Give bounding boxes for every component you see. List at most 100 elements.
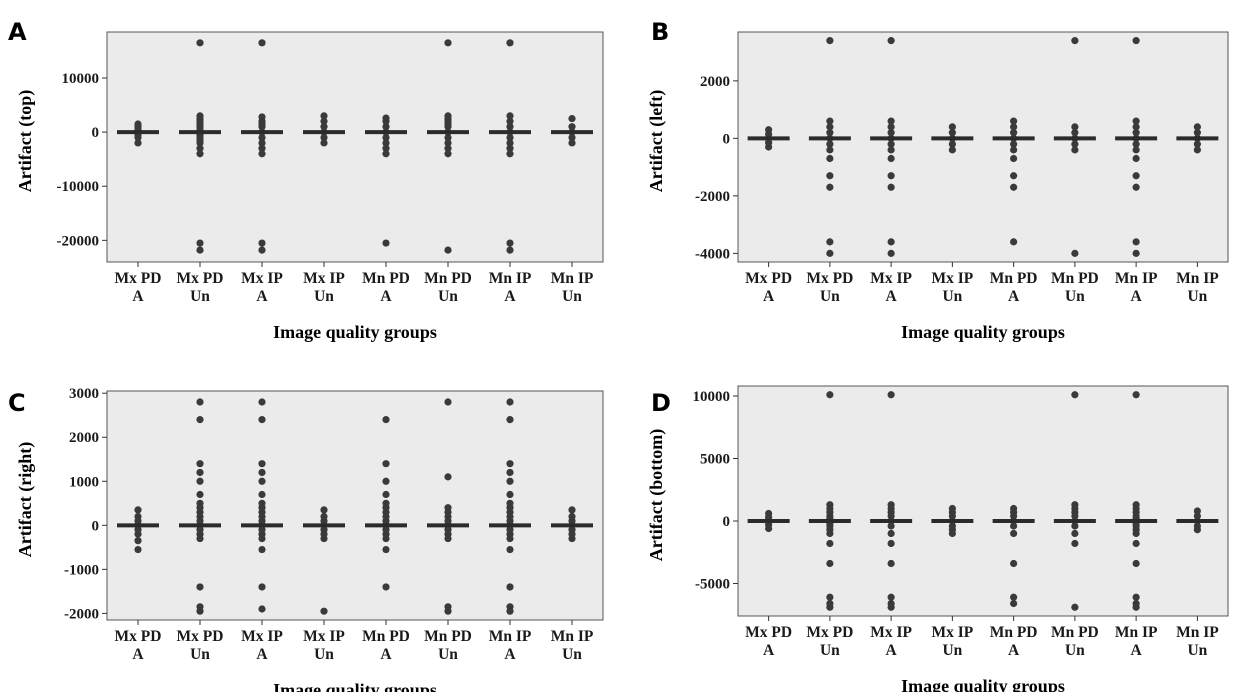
data-point	[444, 246, 452, 254]
x-tick-label-line2: Un	[820, 642, 840, 659]
x-tick-label-line2: Un	[438, 288, 458, 305]
data-point	[196, 477, 204, 485]
data-point	[887, 603, 895, 611]
x-tick-label-line2: A	[886, 288, 898, 305]
panel-letter: B	[651, 18, 669, 46]
data-point	[1010, 238, 1018, 246]
x-tick-label-line2: Un	[1187, 288, 1207, 305]
data-point	[196, 39, 204, 47]
data-point	[444, 473, 452, 481]
x-tick-label-line1: Mn IP	[489, 270, 532, 287]
data-point	[320, 607, 328, 615]
data-point	[320, 133, 328, 142]
data-point	[506, 117, 514, 125]
data-point	[1010, 593, 1018, 601]
data-point	[887, 154, 895, 163]
data-point	[196, 607, 204, 615]
data-point	[1132, 603, 1140, 611]
data-point	[444, 607, 452, 615]
plot-area	[737, 31, 1229, 263]
x-tick-label: Mx PD Un	[177, 628, 224, 663]
data-point	[887, 249, 895, 257]
data-point	[568, 133, 576, 142]
x-tick-label-line2: Un	[438, 646, 458, 663]
data-point	[1071, 603, 1079, 611]
data-point	[196, 534, 204, 543]
x-tick-label-line1: Mx IP	[870, 624, 912, 641]
data-point	[382, 239, 390, 247]
y-tick-label: 2000	[700, 74, 730, 90]
data-point	[506, 534, 514, 543]
x-tick-label: Mn PD A	[990, 270, 1038, 305]
y-tick-label: -5000	[695, 577, 730, 593]
x-axis-title: Image quality groups	[901, 322, 1065, 342]
y-tick-label: 1000	[69, 474, 99, 490]
data-point	[506, 607, 514, 615]
x-tick-label-line1: Mn PD	[990, 270, 1038, 287]
y-tick-label: -10000	[57, 179, 100, 195]
data-point	[196, 398, 204, 406]
data-point	[196, 150, 204, 158]
data-point	[506, 477, 514, 485]
data-point	[382, 545, 390, 554]
x-tick-label: Mx IP A	[870, 270, 912, 305]
data-point	[826, 154, 834, 163]
x-tick-label: Mx IP Un	[303, 270, 345, 305]
data-point	[1010, 559, 1018, 568]
y-tick-label: 5000	[700, 452, 730, 468]
y-tick-label: 0	[92, 125, 100, 141]
x-tick-label-line2: A	[504, 288, 516, 305]
x-tick-label: Mx PD A	[115, 628, 162, 663]
data-point	[258, 139, 266, 147]
data-point	[1193, 129, 1201, 137]
x-tick-label-line1: Mn PD	[362, 628, 410, 645]
x-tick-label-line1: Mn IP	[1115, 270, 1158, 287]
x-tick-label-line1: Mn PD	[990, 624, 1038, 641]
data-point	[196, 583, 204, 591]
data-point	[887, 529, 895, 538]
data-point	[506, 239, 514, 247]
data-point	[1071, 140, 1079, 148]
data-point	[568, 123, 576, 131]
plot-area	[106, 390, 604, 621]
data-point	[887, 593, 895, 601]
x-tick-label: Mx PD A	[745, 624, 792, 659]
data-point	[1010, 529, 1018, 538]
data-point	[506, 139, 514, 147]
data-point	[1132, 539, 1140, 548]
x-tick-label: Mx IP Un	[931, 270, 973, 305]
data-point	[887, 183, 895, 191]
data-point	[258, 246, 266, 254]
data-point	[568, 114, 576, 123]
x-axis-title: Image quality groups	[273, 680, 437, 692]
x-tick-label: Mn IP A	[489, 628, 532, 663]
data-point	[1193, 146, 1201, 154]
data-point	[826, 238, 834, 246]
data-point	[320, 534, 328, 543]
x-tick-label-line2: A	[132, 288, 144, 305]
x-tick-label-line2: Un	[1065, 642, 1085, 659]
x-tick-label-line2: Un	[190, 288, 210, 305]
y-tick-label: 2000	[69, 430, 99, 446]
x-tick-label-line1: Mx IP	[303, 270, 345, 287]
x-tick-label: Mn IP Un	[1176, 624, 1219, 659]
data-point	[1132, 129, 1140, 137]
x-tick-label-line1: Mn IP	[489, 628, 532, 645]
data-point	[765, 524, 773, 533]
x-tick-label-line2: Un	[190, 646, 210, 663]
y-tick-label: 10000	[693, 389, 731, 405]
data-point	[1193, 526, 1201, 534]
x-tick-label-line2: A	[1131, 288, 1143, 305]
x-axis-title: Image quality groups	[273, 322, 437, 342]
data-point	[1132, 249, 1140, 257]
x-tick-label-line1: Mn IP	[1115, 624, 1158, 641]
data-point	[444, 534, 452, 543]
data-point	[1010, 117, 1018, 125]
data-point	[506, 123, 514, 131]
x-tick-label-line1: Mn PD	[362, 270, 410, 287]
data-point	[444, 133, 452, 142]
data-point	[887, 391, 895, 399]
data-point	[320, 139, 328, 147]
